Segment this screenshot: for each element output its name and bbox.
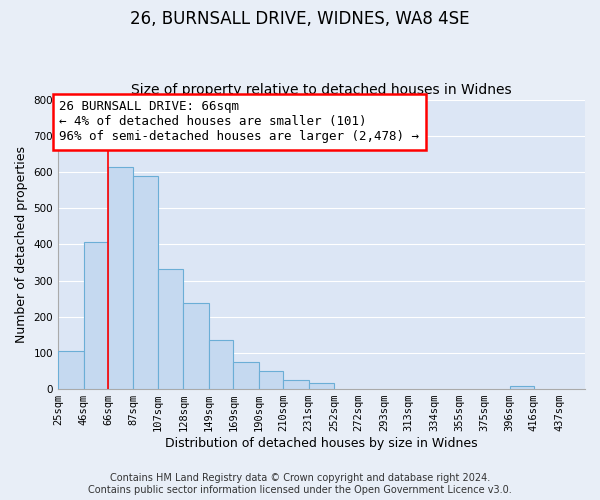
Bar: [158, 268, 184, 389]
Bar: [58, 350, 83, 389]
Text: 26 BURNSALL DRIVE: 66sqm
← 4% of detached houses are smaller (101)
96% of semi-d: 26 BURNSALL DRIVE: 66sqm ← 4% of detache…: [59, 100, 419, 144]
Text: 26, BURNSALL DRIVE, WIDNES, WA8 4SE: 26, BURNSALL DRIVE, WIDNES, WA8 4SE: [130, 10, 470, 28]
Bar: [509, 386, 534, 389]
Bar: [184, 304, 209, 389]
Bar: [259, 372, 283, 389]
Y-axis label: Number of detached properties: Number of detached properties: [15, 146, 28, 343]
Bar: [133, 176, 158, 389]
Bar: [283, 380, 309, 389]
Bar: [209, 340, 233, 389]
X-axis label: Distribution of detached houses by size in Widnes: Distribution of detached houses by size …: [165, 437, 478, 450]
Bar: [83, 242, 108, 389]
Title: Size of property relative to detached houses in Widnes: Size of property relative to detached ho…: [131, 83, 512, 97]
Bar: [309, 384, 334, 389]
Text: Contains HM Land Registry data © Crown copyright and database right 2024.
Contai: Contains HM Land Registry data © Crown c…: [88, 474, 512, 495]
Bar: [233, 362, 259, 389]
Bar: [108, 166, 133, 389]
